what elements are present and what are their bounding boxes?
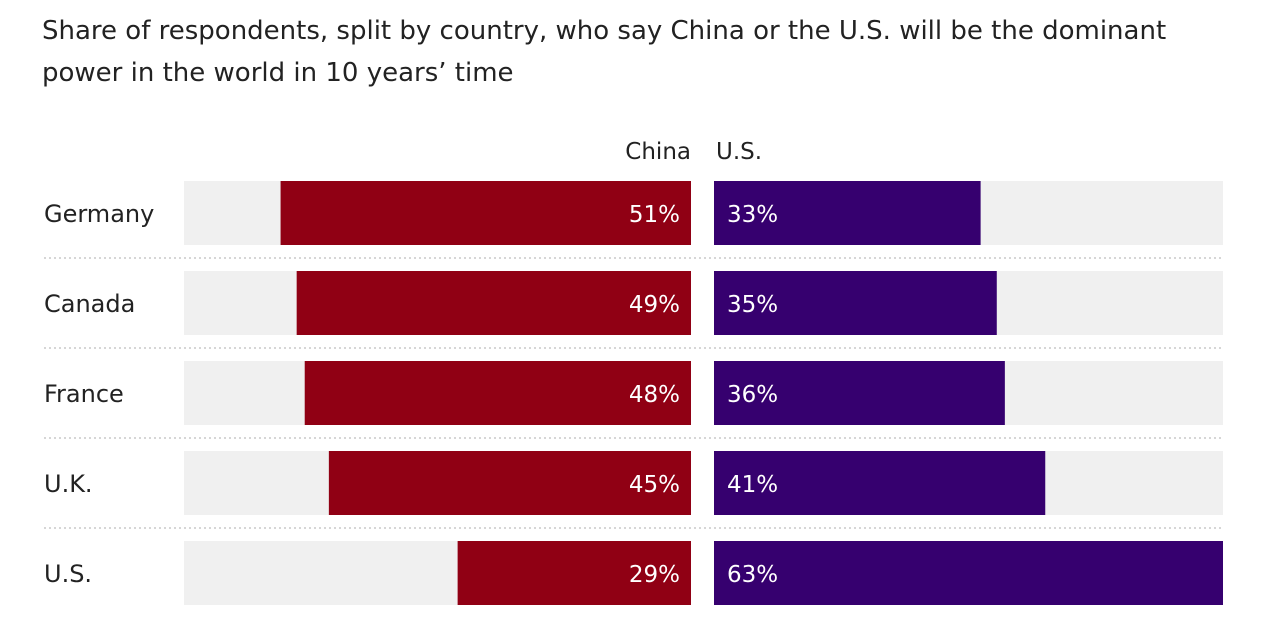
bar-us — [714, 181, 981, 245]
bar-divider — [691, 271, 714, 335]
value-label-china: 45% — [629, 472, 680, 498]
chart-row: U.S. 29% 63% — [44, 541, 1223, 605]
chart-row: U.K. 45% 41% — [44, 451, 1223, 529]
bar-us — [714, 541, 1223, 605]
country-label: U.S. — [44, 560, 92, 588]
header-china: China — [625, 139, 691, 165]
value-label-china: 49% — [629, 292, 680, 318]
bar-china — [296, 271, 691, 335]
value-label-us: 41% — [727, 472, 778, 498]
bar-us — [714, 271, 997, 335]
bar-divider — [691, 541, 714, 605]
chart-row: Germany 51% 33% — [44, 181, 1223, 259]
bar-us — [714, 361, 1005, 425]
chart-row: France 48% 36% — [44, 361, 1223, 439]
value-label-us: 36% — [727, 382, 778, 408]
bar-divider — [691, 361, 714, 425]
value-label-us: 63% — [727, 562, 778, 588]
value-label-china: 48% — [629, 382, 680, 408]
bar-china — [304, 361, 691, 425]
value-label-us: 33% — [727, 202, 778, 228]
bar-china — [457, 541, 691, 605]
country-label: Germany — [44, 200, 154, 228]
value-label-china: 29% — [629, 562, 680, 588]
country-label: France — [44, 380, 124, 408]
bar-china — [280, 181, 691, 245]
bar-divider — [691, 451, 714, 515]
chart-row: Canada 49% 35% — [44, 271, 1223, 349]
bar-us — [714, 451, 1046, 515]
header-us: U.S. — [716, 139, 762, 165]
chart-title: Share of respondents, split by country, … — [42, 16, 1167, 88]
country-label: U.K. — [44, 470, 93, 498]
bar-china — [328, 451, 691, 515]
country-label: Canada — [44, 290, 135, 318]
value-label-us: 35% — [727, 292, 778, 318]
bar-divider — [691, 181, 714, 245]
value-label-china: 51% — [629, 202, 680, 228]
